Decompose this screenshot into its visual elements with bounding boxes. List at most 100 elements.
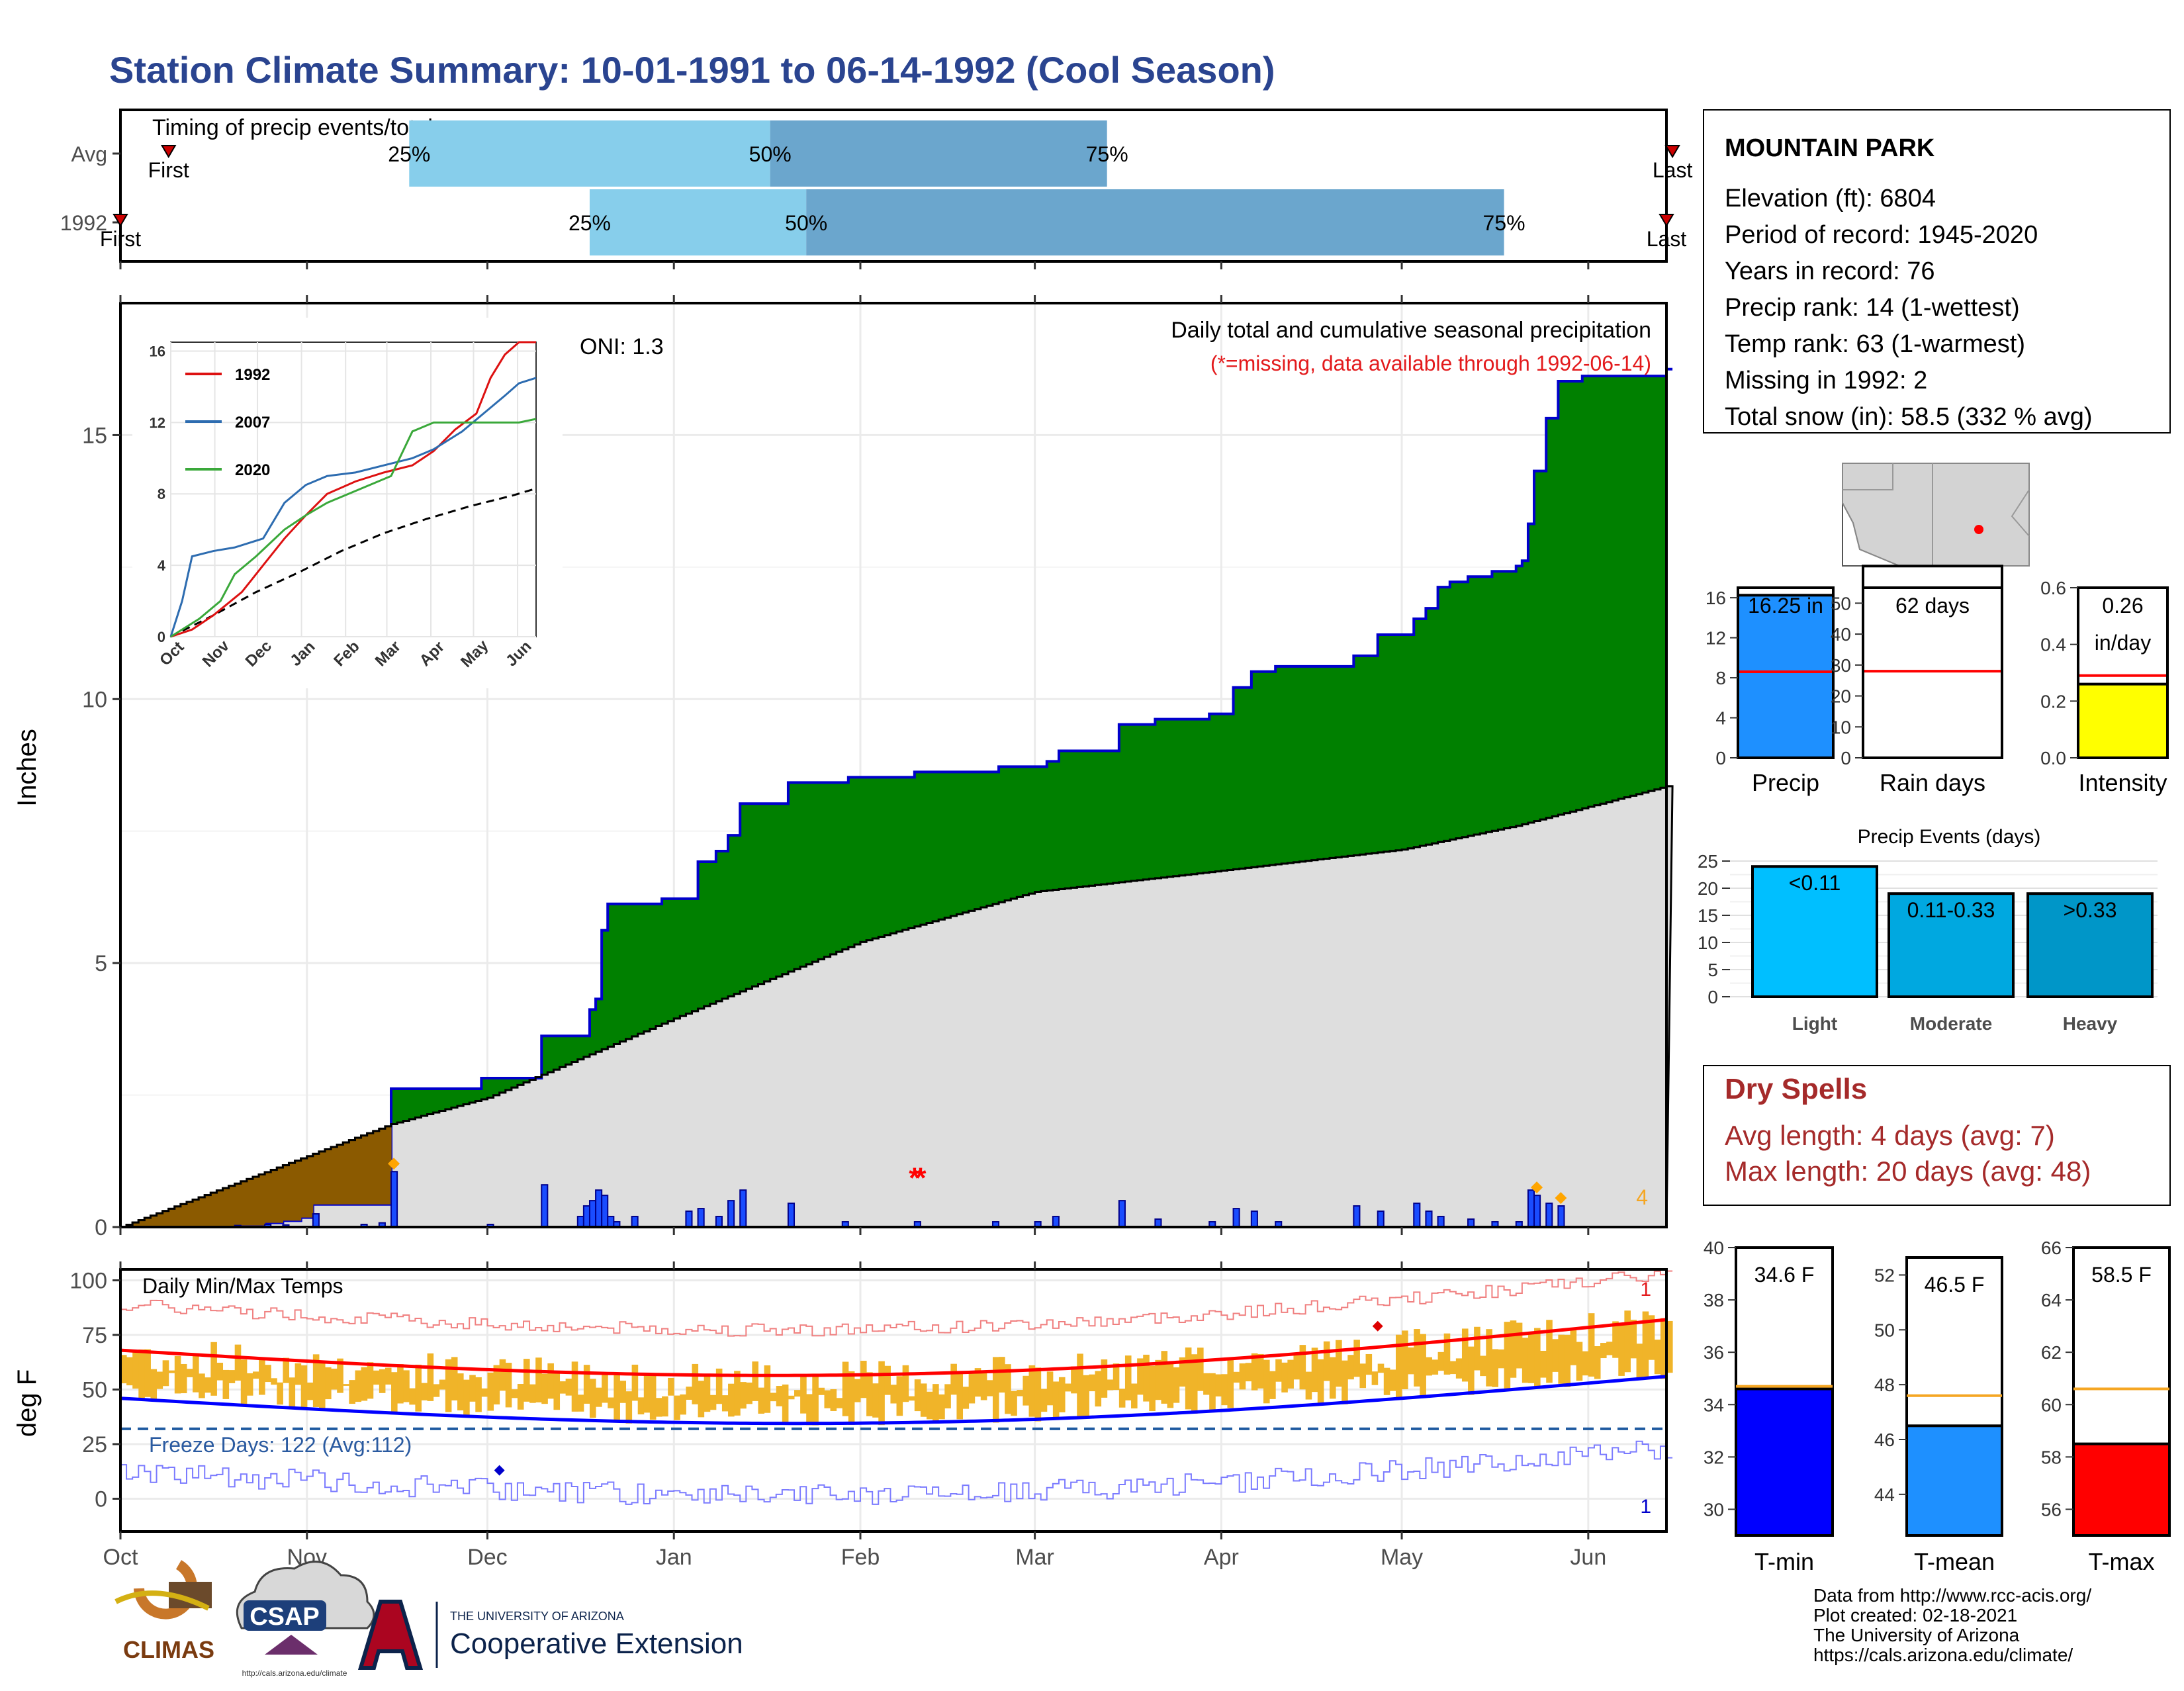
daily-temp-range-bar [180, 1363, 187, 1394]
daily-temp-range-bar [222, 1369, 230, 1399]
daily-temp-range-bar [210, 1342, 217, 1396]
daily-temp-range-bar [1582, 1351, 1589, 1376]
daily-temp-range-bar [475, 1377, 482, 1412]
daily-temp-range-bar [234, 1344, 242, 1381]
x-tick-label: Mar [1015, 1545, 1054, 1570]
daily-temp-range-bar [1516, 1322, 1523, 1369]
timing-p75-label: 75% [1483, 211, 1525, 235]
daily-temp-range-bar [1426, 1357, 1433, 1376]
daily-temp-range-bar [1432, 1359, 1439, 1375]
daily-temp-range-bar [397, 1364, 404, 1404]
record-low-marker [494, 1465, 505, 1476]
inset-series-1992 [170, 341, 536, 638]
daily-temp-range-bar [1293, 1352, 1300, 1380]
precip-events-title: Precip Events (days) [1858, 826, 2041, 848]
daily-temp-range-bar [295, 1363, 302, 1385]
footer-line-1: Data from http://www.rcc-acis.org/ [1813, 1585, 2091, 1606]
value-label: 58.5 F [2091, 1263, 2152, 1287]
dry-spells-box: Dry Spells Avg length: 4 days (avg: 7) M… [1703, 1065, 2171, 1206]
daily-temp-range-bar [1636, 1344, 1643, 1378]
timing-bar-25-50 [409, 120, 770, 187]
y-tick-label: 25 [82, 1432, 107, 1457]
daily-temp-range-bar [1317, 1359, 1324, 1405]
y-tick-label: 36 [1704, 1342, 1724, 1363]
daily-temp-range-bar [331, 1368, 338, 1390]
y-tick-label: 10 [1698, 933, 1718, 953]
daily-temp-range-bar [312, 1354, 320, 1407]
inset-y-tick-label: 12 [150, 414, 165, 431]
daily-temp-range-bar [1504, 1322, 1511, 1389]
daily-temp-range-bar [120, 1355, 127, 1384]
temp-caption: Daily Min/Max Temps [142, 1274, 343, 1298]
daily-temp-range-bar [878, 1361, 885, 1426]
uofa-small-text: THE UNIVERSITY OF ARIZONA [450, 1610, 624, 1623]
daily-temp-range-bar [1118, 1389, 1126, 1408]
daily-temp-range-bar [728, 1383, 735, 1417]
daily-temp-range-bar [812, 1373, 819, 1426]
station-info-line: Period of record: 1945-2020 [1725, 221, 2038, 249]
daily-temp-range-bar [1594, 1346, 1601, 1379]
daily-temp-range-bar [956, 1371, 964, 1420]
daily-temp-range-bar [1461, 1328, 1469, 1382]
value-label: 62 days [1895, 594, 1970, 617]
daily-temp-range-bar [1143, 1354, 1150, 1402]
daily-temp-range-bar [379, 1369, 386, 1393]
daily-temp-range-bar [367, 1362, 374, 1399]
daily-precip-bar [697, 1208, 705, 1228]
daily-precip-bar [1425, 1211, 1433, 1228]
daily-temp-range-bar [547, 1363, 554, 1399]
inset-avg-line [170, 487, 537, 638]
daily-temp-range-bar [1389, 1369, 1396, 1391]
daily-temp-range-bar [1437, 1351, 1445, 1371]
daily-temp-range-bar [649, 1375, 657, 1420]
daily-temp-range-bar [1077, 1353, 1083, 1418]
record-day-marker [1555, 1192, 1567, 1205]
y-tick-label: 30 [1704, 1499, 1724, 1520]
missing-data-marker: * [915, 1162, 927, 1195]
daily-temp-range-bar [1455, 1358, 1463, 1379]
daily-temp-range-bar [433, 1384, 440, 1397]
daily-temp-range-bar [1197, 1348, 1204, 1391]
daily-temp-range-bar [686, 1387, 693, 1400]
daily-temp-range-bar [1383, 1367, 1390, 1395]
y-tick-label: 0 [1841, 748, 1851, 768]
daily-temp-range-bar [1239, 1363, 1246, 1390]
event-category-label: Heavy [2063, 1013, 2118, 1034]
daily-temp-range-bar [283, 1357, 290, 1383]
footer-line-3: The University of Arizona [1813, 1625, 2020, 1645]
daily-temp-range-bar [980, 1373, 987, 1400]
daily-temp-range-bar [205, 1377, 211, 1393]
daily-temp-range-bar [240, 1359, 248, 1407]
daily-temp-range-bar [553, 1371, 561, 1410]
y-tick-label: 66 [2041, 1238, 2062, 1258]
y-tick-label: 56 [2041, 1499, 2062, 1520]
daily-temp-range-bar [1281, 1362, 1288, 1393]
daily-precip-bar [1377, 1211, 1385, 1228]
daily-temp-range-bar [1131, 1383, 1138, 1409]
record-day-marker [1531, 1181, 1543, 1194]
y-tick-label: 60 [2041, 1394, 2062, 1415]
daily-temp-range-bar [193, 1355, 199, 1393]
daily-temp-range-bar [1480, 1355, 1486, 1377]
y-tick-label: 0.0 [2040, 748, 2066, 768]
timing-p75-label: 75% [1086, 142, 1128, 166]
daily-temp-range-bar [1474, 1326, 1480, 1371]
y-tick-label: 5 [95, 951, 107, 976]
daily-temp-range-bar [1612, 1321, 1619, 1358]
y-tick-label: 46 [1874, 1430, 1895, 1450]
daily-temp-range-bar [1353, 1340, 1360, 1377]
daily-temp-range-bar [860, 1361, 867, 1398]
daily-temp-range-bar [385, 1367, 392, 1385]
daily-temp-range-bar [1275, 1359, 1282, 1382]
event-bar-label: <0.11 [1789, 871, 1841, 895]
daily-temp-range-bar [794, 1390, 801, 1397]
daily-temp-range-bar [637, 1397, 645, 1415]
freeze-days-label: Freeze Days: 122 (Avg:112) [149, 1433, 412, 1457]
daily-temp-range-bar [1449, 1361, 1457, 1375]
record-low-line [120, 1440, 1673, 1505]
daily-temp-range-bar [1365, 1353, 1373, 1375]
y-tick-label: 58 [2041, 1447, 2062, 1467]
daily-temp-range-bar [252, 1371, 259, 1379]
timing-caption: Timing of precip events/totals [152, 115, 444, 140]
daily-temp-range-bar [602, 1374, 608, 1403]
